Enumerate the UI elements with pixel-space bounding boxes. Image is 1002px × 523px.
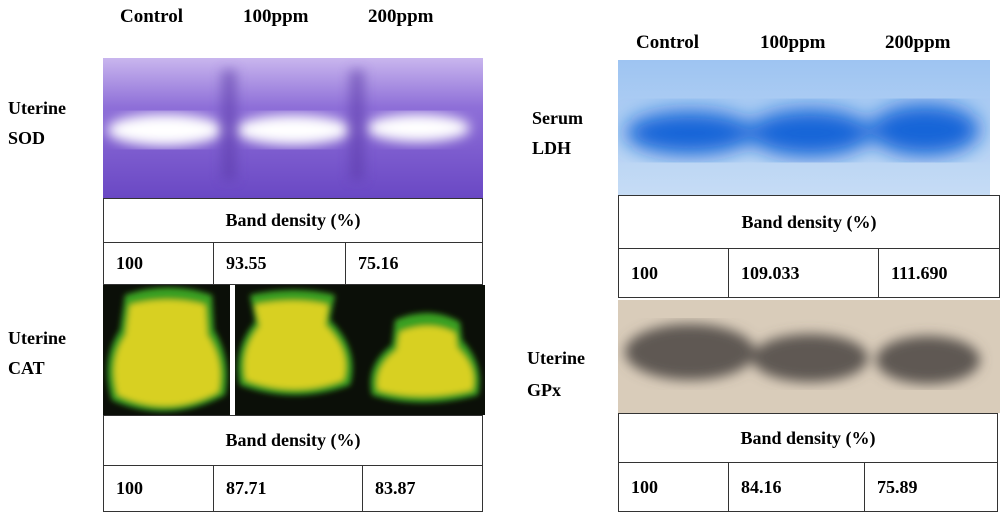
value-cell: 111.690 [878,248,1000,298]
value-cell: 109.033 [728,248,879,298]
column-header: 200ppm [885,32,950,54]
value-cell: 100 [618,462,729,512]
blot-label: LDH [532,133,571,163]
sod-gel [103,58,483,198]
blot-label: Serum [532,103,583,133]
table-title: Band density (%) [618,413,998,463]
value-cell: 83.87 [362,465,483,512]
table-title: Band density (%) [618,195,1000,249]
blot-label: GPx [527,375,561,405]
column-header: 200ppm [368,6,433,28]
blot-label: Uterine [527,343,585,373]
ldh-gel [618,60,990,195]
value-cell: 93.55 [213,242,346,285]
column-header: 100ppm [243,6,308,28]
column-header: Control [636,32,699,54]
blot-label: Uterine [8,93,66,123]
blot-label: CAT [8,353,45,383]
value-cell: 100 [103,465,214,512]
value-cell: 100 [103,242,214,285]
table-title: Band density (%) [103,415,483,466]
value-cell: 75.89 [864,462,998,512]
figure: Control 100ppm 200ppm Uterine SOD Band d… [0,0,1002,523]
gpx-gel [618,300,1000,413]
value-cell: 84.16 [728,462,865,512]
value-cell: 75.16 [345,242,483,285]
table-title: Band density (%) [103,198,483,243]
column-header: Control [120,6,183,28]
value-cell: 100 [618,248,729,298]
cat-gel [103,285,485,415]
blot-label: Uterine [8,323,66,353]
column-header: 100ppm [760,32,825,54]
value-cell: 87.71 [213,465,363,512]
blot-label: SOD [8,123,45,153]
